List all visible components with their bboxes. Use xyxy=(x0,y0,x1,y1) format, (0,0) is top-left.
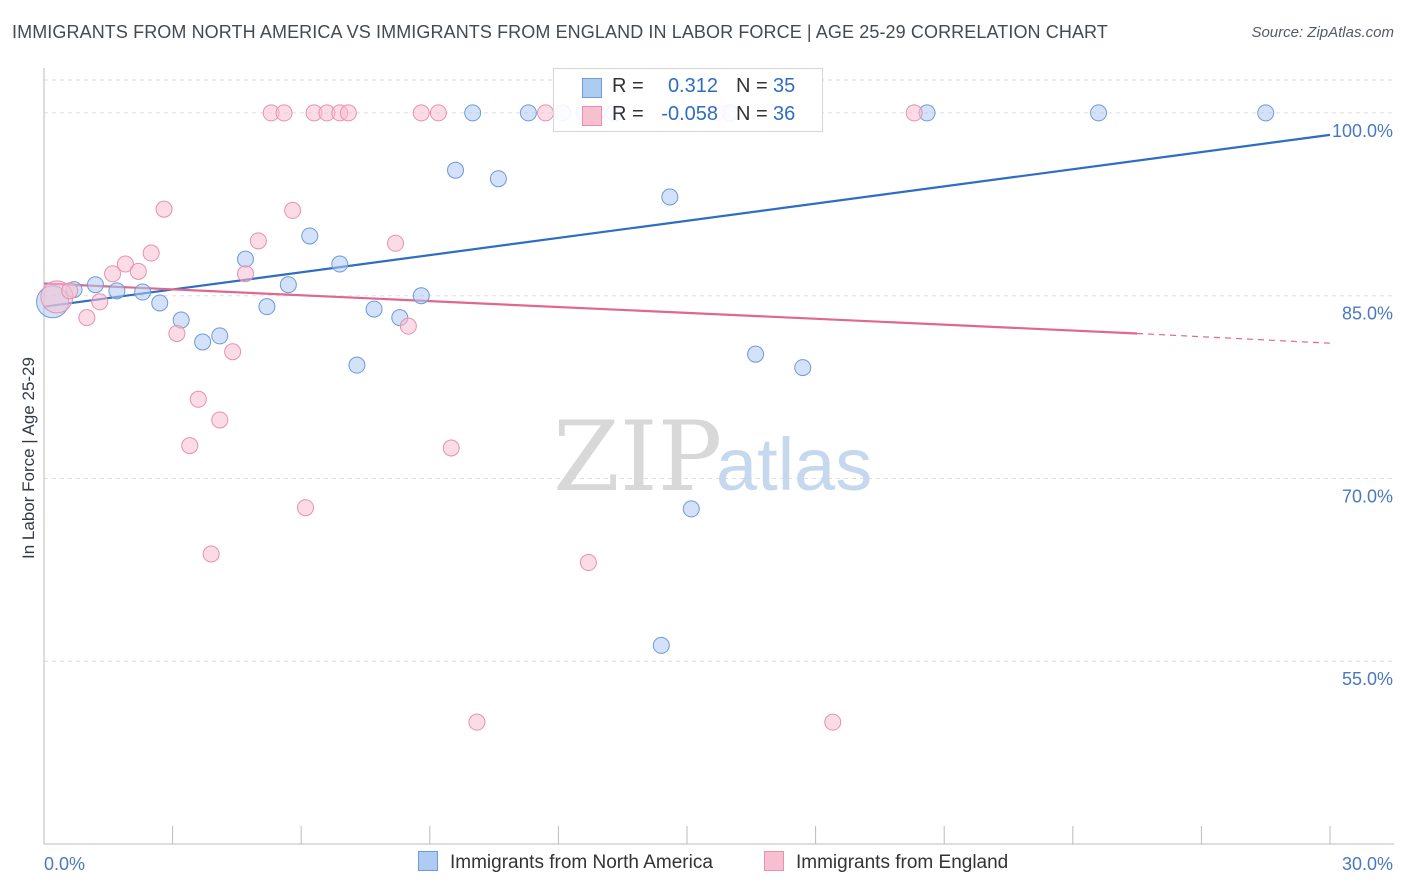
north-america-point xyxy=(447,161,465,179)
north-america-point xyxy=(331,255,349,273)
england-point xyxy=(91,293,109,311)
data-points xyxy=(36,104,1275,731)
england-n-value: 36 xyxy=(773,103,796,125)
grid-lines xyxy=(44,79,1394,662)
north-america-point xyxy=(652,636,670,654)
england-point xyxy=(236,265,254,283)
north-america-r-value: 0.312 xyxy=(667,75,718,97)
legend-item-england: Immigrants from England xyxy=(764,851,1008,874)
north-america-point xyxy=(211,327,229,345)
north-america-point xyxy=(794,359,812,377)
north-america-point xyxy=(108,282,126,300)
england-point xyxy=(78,309,96,327)
north-america-swatch xyxy=(582,78,602,98)
x-tick-label-min: 0.0% xyxy=(44,854,85,874)
north-america-point xyxy=(194,333,212,351)
r-label: R = xyxy=(612,103,644,125)
north-america-point xyxy=(1090,104,1108,122)
england-point xyxy=(442,439,460,457)
england-point xyxy=(296,499,314,517)
north-america-point xyxy=(301,227,319,245)
north-america-point xyxy=(134,283,152,301)
england-point xyxy=(155,200,173,218)
y-axis-title: In Labor Force | Age 25-29 xyxy=(19,357,38,559)
england-point xyxy=(824,713,842,731)
north-america-point xyxy=(348,356,366,374)
england-r-value: -0.058 xyxy=(661,103,718,125)
england-point xyxy=(399,317,417,335)
england-point xyxy=(211,411,229,429)
north-america-point xyxy=(747,345,765,363)
england-point xyxy=(189,390,207,408)
y-tick-label: 100.0% xyxy=(1332,121,1393,141)
north-america-point xyxy=(682,500,700,518)
watermark-zip: ZIP xyxy=(553,401,722,513)
y-tick-label: 70.0% xyxy=(1342,486,1393,506)
england-point xyxy=(429,104,447,122)
source-credit: Source: ZipAtlas.com xyxy=(1251,24,1394,41)
north-america-point xyxy=(86,276,104,294)
north-america-trend-line xyxy=(43,133,1331,308)
legend-item-north-america: Immigrants from North America xyxy=(418,851,713,874)
y-tick-label: 85.0% xyxy=(1342,304,1393,324)
chart-title: IMMIGRANTS FROM NORTH AMERICA VS IMMIGRA… xyxy=(12,22,1108,42)
england-legend-label: Immigrants from England xyxy=(796,852,1009,873)
england-point xyxy=(412,104,430,122)
england-point xyxy=(116,255,134,273)
england-swatch xyxy=(582,106,602,126)
north-america-point xyxy=(519,104,537,122)
x-tick-label-max: 30.0% xyxy=(1342,854,1393,874)
correlation-legend: R = 0.312 N = 35 R = -0.058 N = 36 xyxy=(553,68,823,132)
axis-labels: 55.0% 70.0% 85.0% 100.0% 0.0% 30.0% xyxy=(44,121,1393,874)
england-point xyxy=(284,201,302,219)
n-label: N = xyxy=(736,75,768,97)
england-trend-line xyxy=(43,282,1138,335)
england-point xyxy=(275,104,293,122)
north-america-legend-label: Immigrants from North America xyxy=(450,852,713,873)
north-america-legend-swatch xyxy=(418,851,438,871)
north-america-n-value: 35 xyxy=(773,75,796,97)
england-point xyxy=(168,324,186,342)
england-point xyxy=(905,104,923,122)
y-tick-label: 55.0% xyxy=(1342,669,1393,689)
north-america-point xyxy=(236,250,254,268)
legend-row-england: R = -0.058 N = 36 xyxy=(554,101,822,129)
england-point xyxy=(224,343,242,361)
north-america-point xyxy=(1257,104,1275,122)
n-label: N = xyxy=(736,103,768,125)
england-point xyxy=(202,545,220,563)
north-america-point xyxy=(151,294,169,312)
north-america-point xyxy=(489,170,507,188)
north-america-point xyxy=(365,300,383,318)
england-point xyxy=(181,437,199,455)
england-point xyxy=(387,234,405,252)
watermark-atlas: atlas xyxy=(716,423,872,506)
north-america-point xyxy=(661,188,679,206)
england-point xyxy=(142,244,160,262)
england-legend-swatch xyxy=(764,851,784,871)
england-point xyxy=(339,104,357,122)
england-point xyxy=(537,104,555,122)
north-america-point xyxy=(464,104,482,122)
england-point xyxy=(61,282,79,300)
axes xyxy=(43,68,1394,845)
north-america-point xyxy=(258,298,276,316)
north-america-point xyxy=(279,276,297,294)
legend-row-north-america: R = 0.312 N = 35 xyxy=(554,73,822,101)
north-america-point xyxy=(412,287,430,305)
england-point xyxy=(468,713,486,731)
trend-lines xyxy=(43,133,1331,344)
england-point xyxy=(129,262,147,280)
watermark: ZIP atlas xyxy=(553,401,872,513)
england-trend-extension xyxy=(1137,332,1331,344)
england-point xyxy=(104,265,122,283)
england-point xyxy=(579,554,597,572)
england-point xyxy=(249,232,267,250)
r-label: R = xyxy=(612,75,644,97)
